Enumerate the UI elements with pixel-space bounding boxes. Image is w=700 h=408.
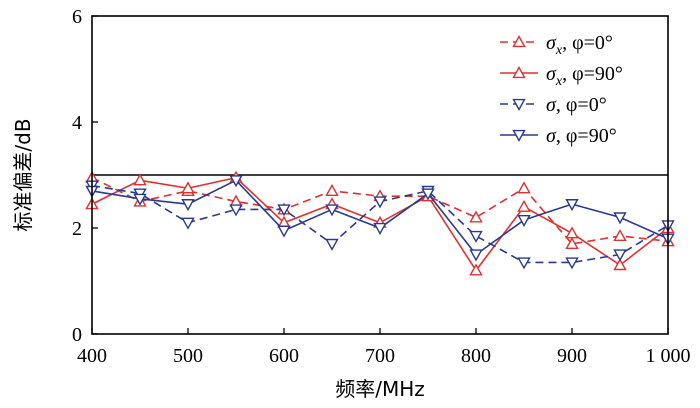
y-tick-label: 0 [72,324,82,346]
data-point [181,217,195,230]
data-point [565,226,579,239]
data-point [613,249,627,262]
data-point [277,225,291,238]
data-point [565,199,579,212]
x-tick-label: 1 000 [646,345,691,367]
x-axis-label: 频率/MHz [335,377,425,401]
data-point [229,204,243,217]
data-point [517,181,531,194]
data-point [469,210,483,223]
data-point [325,204,339,217]
series-4 [85,175,675,262]
data-point [325,238,339,251]
legend-item-3: σ, φ=0° [500,94,607,116]
x-tick-label: 900 [557,345,587,367]
legend-marker [512,66,526,79]
legend-label: σ, φ=0° [546,94,607,116]
series-layer [85,170,675,276]
data-point [229,175,243,188]
data-point [613,258,627,271]
data-point [325,183,339,197]
data-point [565,236,579,250]
data-point [421,188,435,201]
x-tick-label: 500 [173,345,203,367]
data-point [373,196,387,209]
data-point [517,257,531,270]
y-tick-label: 4 [72,112,82,134]
data-point [469,230,483,243]
plot-frame-layer [91,15,669,335]
data-point [613,229,627,242]
data-point [373,222,387,235]
legend: σx, φ=0° σx, φ=90° σ, φ=0° σ, φ=90° [500,32,623,147]
legend-marker [512,35,526,48]
plot-frame [91,15,669,335]
legend-label: σx, φ=0° [546,32,613,58]
data-point [613,212,627,225]
legend-item-1: σx, φ=0° [500,32,613,58]
legend-item-2: σx, φ=90° [500,63,623,89]
data-point [181,199,195,212]
legend-marker [512,129,526,142]
data-point [133,173,147,186]
data-point [469,249,483,262]
data-point [133,193,147,206]
data-point [181,181,195,194]
y-tick-label: 2 [72,218,82,240]
data-point [565,257,579,270]
legend-item-4: σ, φ=90° [500,125,617,147]
legend-label: σx, φ=90° [546,63,623,89]
data-point [469,263,483,276]
y-axis-label: 标准偏差/dB [11,118,35,231]
x-tick-label: 600 [269,345,299,367]
data-point [517,214,531,227]
x-tick-label: 400 [77,345,107,367]
axes-layer: 400 500 600 700 800 900 1 000 0 2 4 6 [72,6,691,367]
data-point [517,199,531,212]
y-tick-label: 6 [72,6,82,28]
x-tick-label: 800 [461,345,491,367]
legend-marker [512,98,526,111]
data-point [277,204,291,217]
series-1 [85,170,675,250]
x-tick-label: 700 [365,345,395,367]
legend-label: σ, φ=90° [546,125,617,147]
